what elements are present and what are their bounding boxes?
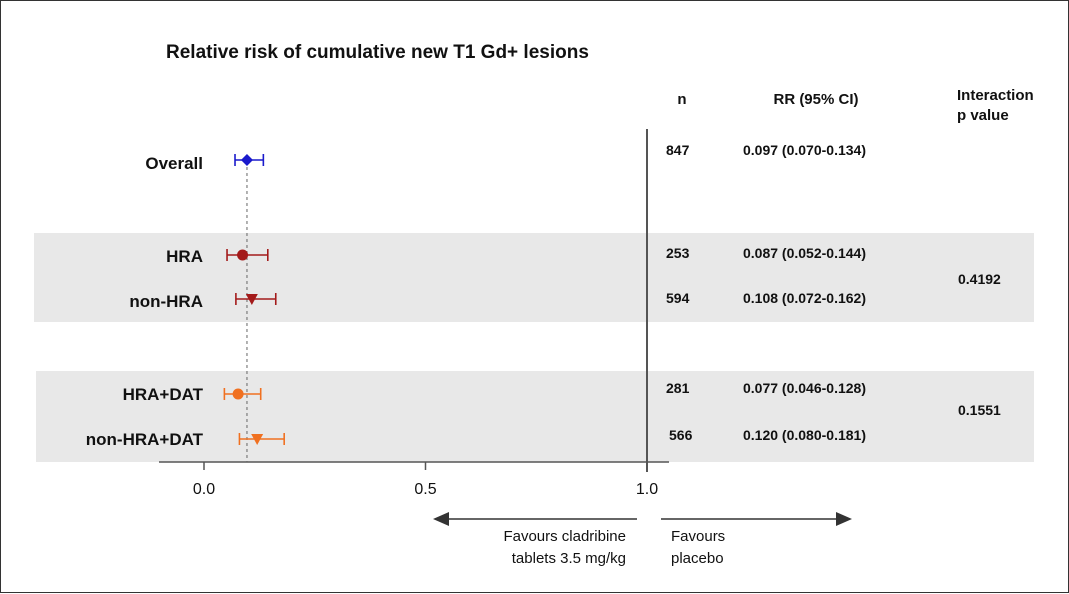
x-tick-label-0: 0.0: [193, 481, 215, 498]
favours-left-line2: tablets 3.5 mg/kg: [512, 550, 626, 567]
row-label-hra-dat: HRA+DAT: [123, 385, 204, 404]
favours-left-arrow-head: [433, 512, 449, 526]
favours-right-arrow-head: [836, 512, 852, 526]
n-value-hra-dat: 281: [666, 380, 690, 396]
x-tick-label-1: 0.5: [414, 481, 436, 498]
x-tick-label-2: 1.0: [636, 481, 658, 498]
favours-right-line2: placebo: [671, 550, 724, 567]
n-value-non-hra-dat: 566: [669, 427, 693, 443]
interaction-p-hra: 0.4192: [958, 271, 1001, 287]
rr-value-hra: 0.087 (0.052-0.144): [743, 245, 866, 261]
favours-left-line1: Favours cladribine: [503, 528, 626, 545]
rr-value-hra-dat: 0.077 (0.046-0.128): [743, 380, 866, 396]
row-label-non-hra-dat: non-HRA+DAT: [86, 430, 204, 449]
subgroup-band-dat: [36, 371, 1034, 462]
interaction-header-line2: p value: [957, 107, 1009, 124]
row-label-hra: HRA: [166, 247, 203, 266]
n-value-hra: 253: [666, 245, 690, 261]
n-value-overall: 847: [666, 142, 690, 158]
n-value-non-hra: 594: [666, 290, 690, 306]
interaction-header-line1: Interaction: [957, 87, 1034, 104]
rr-value-non-hra: 0.108 (0.072-0.162): [743, 290, 866, 306]
rr-value-non-hra-dat: 0.120 (0.080-0.181): [743, 427, 866, 443]
point-estimate-0: [240, 154, 253, 166]
point-estimate-1: [237, 249, 249, 261]
row-label-non-hra: non-HRA: [129, 292, 203, 311]
point-estimate-2: [245, 294, 258, 305]
chart-title: Relative risk of cumulative new T1 Gd+ l…: [166, 42, 589, 63]
favours-right-line1: Favours: [671, 528, 725, 545]
rr-value-overall: 0.097 (0.070-0.134): [743, 142, 866, 158]
interaction-p-dat: 0.1551: [958, 402, 1001, 418]
point-estimate-3: [232, 388, 244, 400]
subgroup-band-hra: [34, 233, 1034, 322]
point-estimate-4: [251, 434, 264, 445]
row-label-overall: Overall: [145, 154, 203, 173]
rr-column-header: RR (95% CI): [773, 91, 858, 108]
n-column-header: n: [677, 91, 686, 108]
